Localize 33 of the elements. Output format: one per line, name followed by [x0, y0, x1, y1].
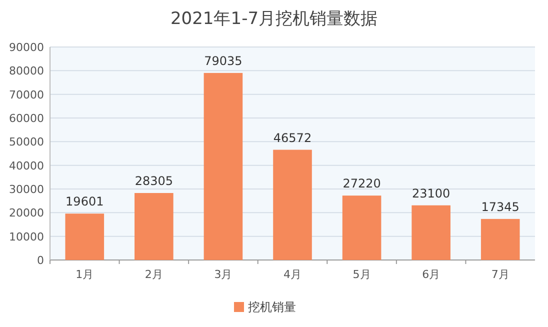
- data-label: 79035: [204, 54, 242, 68]
- x-tick-label: 6月: [422, 268, 440, 281]
- y-tick-label: 70000: [9, 88, 44, 102]
- y-tick-label: 60000: [9, 112, 44, 125]
- y-tick-label: 50000: [9, 136, 44, 149]
- legend-label: 挖机销量: [248, 300, 296, 314]
- bar: [273, 150, 312, 260]
- x-tick-label: 3月: [214, 268, 232, 281]
- bar: [134, 193, 174, 260]
- data-label: 23100: [412, 186, 450, 200]
- x-tick-label: 5月: [352, 268, 371, 281]
- data-label: 27220: [342, 176, 381, 191]
- data-label: 46572: [273, 130, 312, 145]
- y-tick-label: 0: [37, 254, 44, 267]
- bar: [204, 72, 243, 260]
- data-label: 19601: [66, 194, 104, 209]
- bar: [342, 196, 382, 260]
- chart-title: 2021年1-7月挖机销量数据: [170, 9, 378, 29]
- x-tick-label: 2月: [144, 268, 163, 281]
- x-tick-label: 7月: [491, 268, 510, 281]
- y-tick-label: 30000: [9, 183, 44, 196]
- bar: [412, 205, 450, 260]
- y-tick-label: 40000: [9, 159, 44, 172]
- data-label: 28305: [134, 174, 174, 188]
- bar: [480, 218, 520, 260]
- data-label: 17345: [481, 200, 520, 214]
- y-tick-label: 10000: [9, 230, 44, 244]
- y-tick-label: 80000: [9, 64, 44, 78]
- y-tick-label: 20000: [9, 206, 44, 220]
- x-tick-label: 1月: [76, 268, 94, 281]
- x-tick-label: 4月: [284, 268, 302, 281]
- bar: [65, 214, 104, 260]
- y-tick-label: 90000: [9, 41, 44, 54]
